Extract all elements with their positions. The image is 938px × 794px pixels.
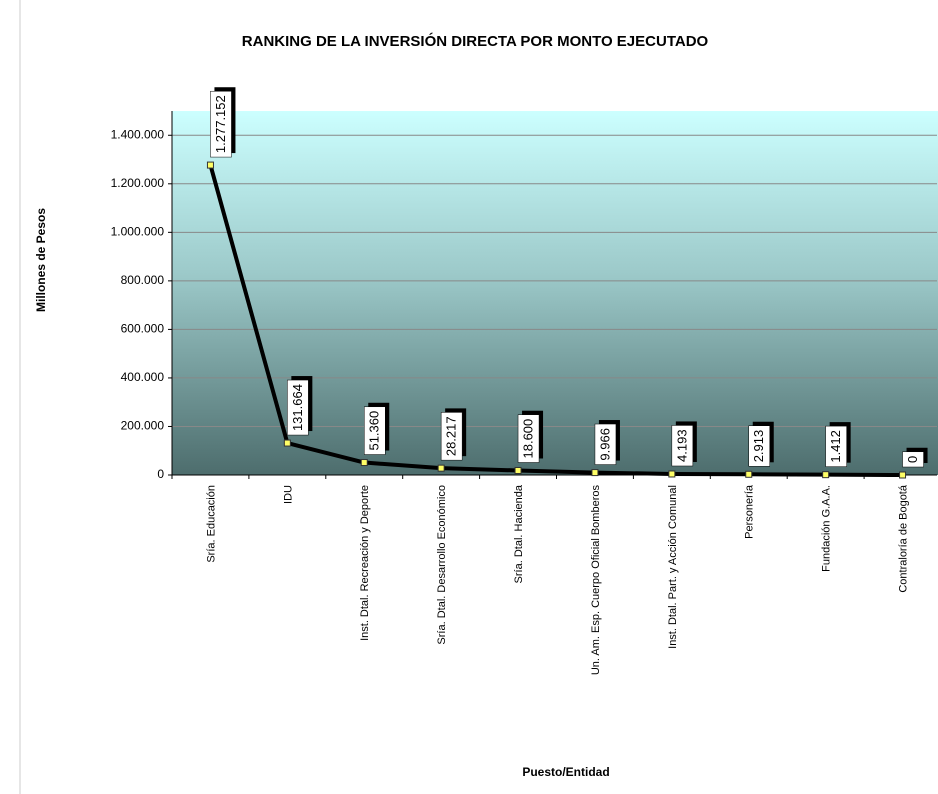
- y-tick-label: 800.000: [121, 273, 165, 287]
- data-label-text: 4.193: [674, 429, 689, 462]
- label-box: [902, 451, 924, 468]
- x-tick-label: Contraloría de Bogotá: [897, 484, 909, 593]
- data-label: 9.966: [594, 420, 620, 465]
- data-label-text: 51.360: [367, 411, 382, 451]
- data-label: 4.193: [671, 421, 697, 467]
- data-label-text: 131.664: [290, 384, 305, 431]
- x-tick-label: Inst. Dtal. Part. y Acción Comunal: [667, 485, 679, 649]
- x-tick-label: Sría. Educación: [205, 485, 217, 563]
- data-label: 0: [902, 447, 928, 468]
- data-label-text: 2.913: [751, 430, 766, 463]
- marker: [206, 161, 214, 169]
- plot-area: [172, 111, 938, 475]
- data-label: 1.412: [825, 422, 851, 467]
- marker: [437, 464, 445, 472]
- label-box: [825, 425, 847, 467]
- y-tick-label: 600.000: [121, 322, 165, 336]
- y-axis-title: Millones de Pesos: [34, 208, 48, 312]
- x-tick-label: IDU: [282, 485, 294, 504]
- data-label: 1.277.152: [210, 87, 236, 158]
- data-label-text: 1.412: [828, 430, 843, 463]
- chart-title: RANKING DE LA INVERSIÓN DIRECTA POR MONT…: [242, 32, 709, 50]
- marker: [283, 439, 291, 447]
- data-label: 2.913: [748, 421, 774, 467]
- label-box: [287, 379, 309, 436]
- label-box: [210, 90, 232, 158]
- y-tick-label: 200.000: [121, 419, 165, 433]
- data-label-text: 28.217: [444, 416, 459, 456]
- marker: [899, 471, 907, 479]
- label-box: [517, 414, 540, 463]
- label-box: [748, 425, 770, 467]
- x-tick-label: Sría. Dtal. Hacienda: [513, 484, 525, 583]
- x-tick-label: Un. Am. Esp. Cuerpo Oficial Bomberos: [590, 485, 602, 676]
- label-box: [440, 412, 463, 461]
- x-tick-label: Inst. Dtal. Recreación y Deporte: [359, 485, 371, 641]
- y-tick-label: 1.400.000: [111, 127, 165, 141]
- x-tick-label: Personería: [744, 484, 756, 539]
- marker: [668, 470, 676, 478]
- line: [208, 164, 903, 477]
- x-axis-title: Puesto/Entidad: [522, 765, 609, 779]
- label-box: [594, 423, 617, 465]
- marker: [514, 466, 522, 474]
- label-box: [364, 406, 386, 455]
- marker: [822, 471, 830, 479]
- data-label: 28.217: [440, 408, 467, 461]
- x-tick-label: Fundación G.A.A.: [821, 485, 833, 572]
- marker: [745, 470, 753, 478]
- data-label: 131.664: [287, 376, 313, 436]
- label-box: [671, 425, 694, 467]
- data-label: 18.600: [517, 410, 544, 463]
- data-label-text: 18.600: [520, 419, 535, 459]
- data-label: 51.360: [364, 402, 390, 455]
- y-tick-label: 1.000.000: [111, 225, 165, 239]
- y-tick-label: 0: [157, 467, 164, 481]
- x-tick-label: Sría. Dtal. Desarrollo Económico: [436, 485, 448, 645]
- y-tick-label: 400.000: [121, 370, 165, 384]
- data-label-text: 9.966: [597, 428, 612, 461]
- data-label-text: 0: [905, 456, 920, 463]
- y-tick-label: 1.200.000: [111, 176, 165, 190]
- data-label-text: 1.277.152: [213, 95, 228, 153]
- marker: [591, 469, 599, 477]
- marker: [360, 459, 368, 467]
